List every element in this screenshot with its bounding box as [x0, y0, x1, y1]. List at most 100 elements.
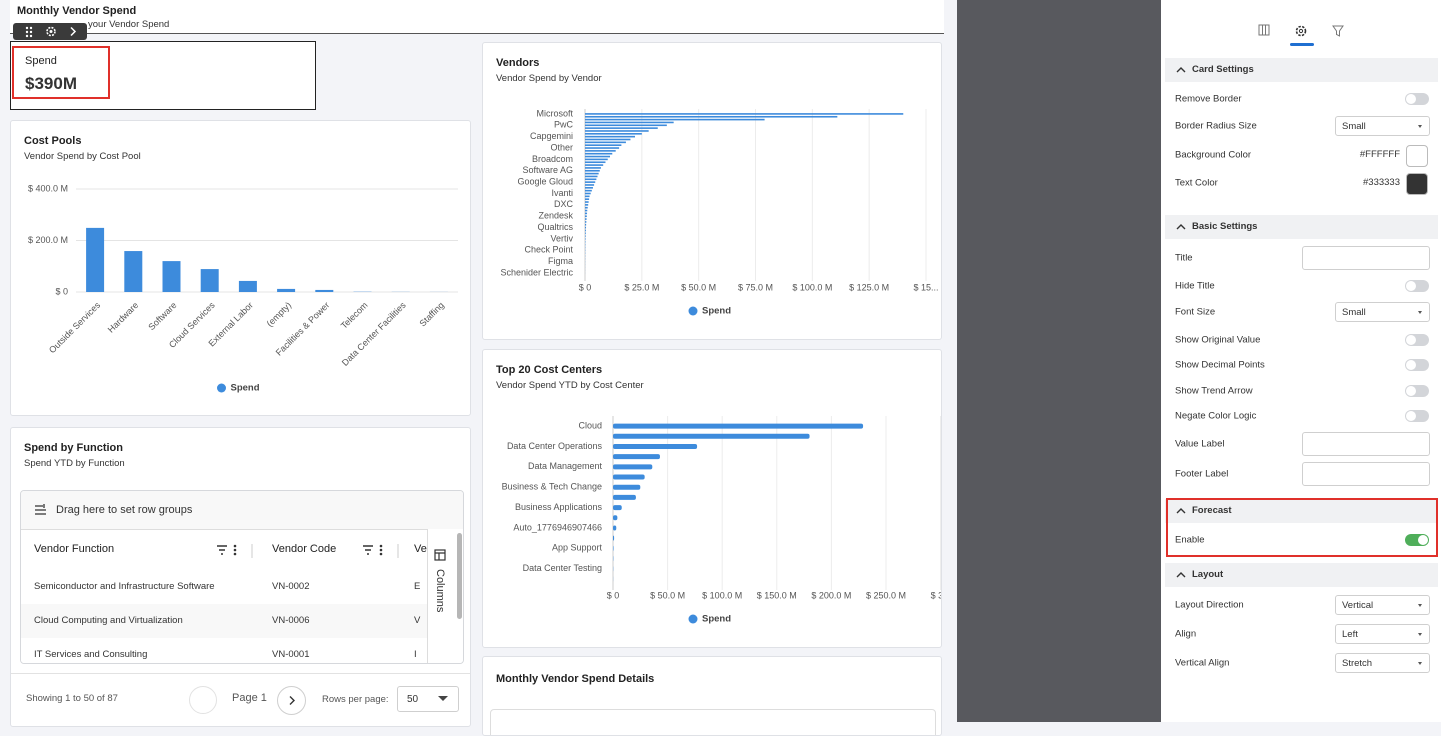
bar — [585, 218, 587, 220]
toggle[interactable] — [1405, 359, 1429, 371]
setting-label: Title — [1175, 253, 1193, 264]
toggle-knob — [1406, 281, 1416, 291]
toggle[interactable] — [1405, 280, 1429, 292]
bar — [585, 224, 586, 226]
bar — [585, 124, 667, 126]
bar — [585, 193, 591, 195]
toggle[interactable] — [1405, 385, 1429, 397]
bar — [585, 142, 626, 144]
table-subtitle: Spend YTD by Function — [24, 458, 125, 469]
vertical-scrollbar[interactable] — [457, 533, 462, 619]
select[interactable]: Vertical — [1335, 595, 1430, 615]
toggle-knob — [1406, 335, 1416, 345]
x-tick-label: Staffing — [417, 300, 446, 329]
select[interactable]: Small — [1335, 302, 1430, 322]
toggle[interactable] — [1405, 410, 1429, 422]
bar — [613, 546, 614, 551]
bar — [585, 221, 586, 223]
side-tab[interactable]: Columns — [434, 569, 446, 612]
collapse-icon — [1176, 66, 1186, 74]
bar — [585, 187, 593, 189]
y-tick-label: App Support — [552, 543, 603, 553]
data-grid: Drag here to set row groups Columns Vend… — [20, 490, 464, 664]
color-hex: #FFFFFF — [1360, 149, 1400, 160]
toggle-knob — [1406, 386, 1416, 396]
bar — [585, 170, 600, 172]
y-tick-label: DXC — [554, 199, 574, 209]
card-toolbar[interactable] — [13, 23, 87, 40]
bar — [613, 495, 636, 500]
column-menu-icons[interactable] — [362, 544, 402, 558]
select[interactable]: Small — [1335, 116, 1430, 136]
details-grid — [490, 709, 936, 736]
y-tick-label: Zendesk — [538, 211, 573, 221]
table-cell: IT Services and Consulting — [34, 649, 147, 660]
setting-label: Value Label — [1175, 439, 1224, 450]
caret — [1418, 662, 1422, 665]
bar — [585, 127, 658, 129]
text-input[interactable] — [1302, 462, 1430, 486]
bar — [585, 196, 590, 198]
bar — [585, 235, 586, 237]
legend-swatch — [217, 384, 226, 393]
bar — [585, 213, 587, 215]
bar — [613, 525, 616, 530]
chart-card: Top 20 Cost Centers Vendor Spend YTD by … — [482, 349, 942, 648]
x-tick-label: $ 3... — [931, 590, 942, 600]
select[interactable]: Left — [1335, 624, 1430, 644]
legend-label: Spend — [702, 306, 731, 317]
bar — [585, 139, 630, 141]
toggle[interactable] — [1405, 334, 1429, 346]
x-tick-label: $ 75.0 M — [738, 282, 773, 292]
setting-label: Font Size — [1175, 307, 1215, 318]
select-value: Vertical — [1342, 600, 1373, 611]
color-swatch[interactable] — [1406, 173, 1428, 195]
panel-tabs[interactable] — [1161, 0, 1441, 50]
y-tick-label: Ivanti — [551, 188, 573, 198]
y-tick-label: Business & Tech Change — [502, 482, 602, 492]
column-menu-icons[interactable] — [216, 544, 256, 558]
x-tick-label: Data Center Facilities — [340, 300, 408, 368]
x-tick-label: $ 50.0 M — [681, 282, 716, 292]
x-tick-label: Software — [146, 300, 178, 332]
collapse-icon — [1176, 223, 1186, 231]
next-page[interactable] — [277, 686, 306, 715]
y-tick-label: Google Gloud — [517, 177, 573, 187]
y-tick-label: Auto_1776946907466 — [513, 522, 602, 532]
chart: $ 0$ 25.0 M$ 50.0 M$ 75.0 M$ 100.0 M$ 12… — [483, 43, 942, 340]
y-tick-label: PwC — [554, 120, 574, 130]
toggle[interactable] — [1405, 93, 1429, 105]
bar — [585, 181, 595, 183]
prev-page[interactable] — [189, 686, 217, 714]
select[interactable]: Stretch — [1335, 653, 1430, 673]
bar — [585, 150, 616, 152]
bar — [585, 230, 586, 232]
text-input[interactable] — [1302, 432, 1430, 456]
legend-swatch — [689, 307, 698, 316]
dashboard-subtitle: your Vendor Spend — [88, 19, 169, 30]
column-header[interactable]: Vendor Function — [34, 543, 114, 555]
y-tick-label: $ 200.0 M — [28, 235, 68, 245]
bar — [86, 228, 104, 292]
backdrop — [957, 0, 1161, 722]
y-tick-label: Microsoft — [536, 108, 573, 118]
bar — [585, 201, 589, 203]
x-tick-label: $ 15... — [913, 282, 938, 292]
dashboard: Monthly Vendor Spend your Vendor Spend S… — [0, 0, 957, 722]
column-header[interactable]: Ve — [414, 543, 427, 555]
column-header[interactable]: Vendor Code — [272, 543, 336, 555]
bar — [585, 116, 837, 118]
rows-per-page-select[interactable]: 50 — [397, 686, 459, 712]
text-input[interactable] — [1302, 246, 1430, 270]
y-tick-label: Vertiv — [550, 233, 573, 243]
bar — [613, 475, 645, 480]
bar — [585, 190, 592, 192]
color-swatch[interactable] — [1406, 145, 1428, 167]
bar — [613, 444, 697, 449]
x-tick-label: $ 250.0 M — [866, 590, 906, 600]
setting-label: Text Color — [1175, 178, 1218, 189]
bar — [585, 176, 598, 178]
bar — [585, 232, 586, 234]
y-tick-label: Business Applications — [515, 502, 603, 512]
